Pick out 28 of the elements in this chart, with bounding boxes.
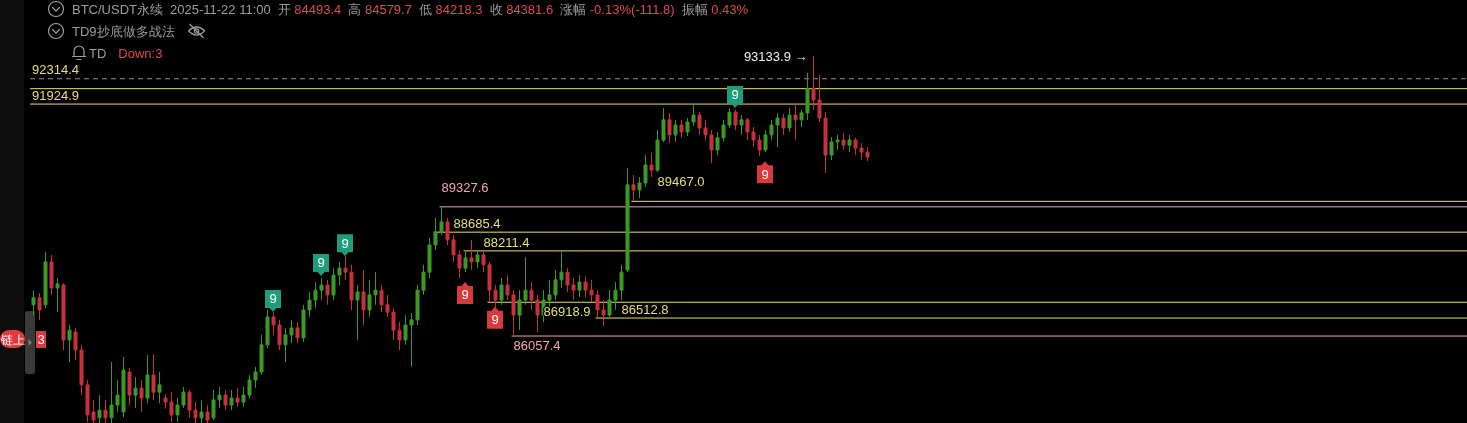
annotation: 88211.4 <box>483 234 530 250</box>
annotation: 86512.8 <box>621 302 669 318</box>
annotation: 89327.6 <box>441 179 489 195</box>
annotation: 9 <box>731 87 739 103</box>
annotation: 9 <box>269 291 277 307</box>
annotation: 9 <box>761 166 769 182</box>
chart-subtitle: TD9抄底做多战法 <box>72 23 175 39</box>
text: 振幅 0.43% <box>681 1 749 17</box>
annotation: TD <box>89 45 107 61</box>
text: 2025-11-22 11:00 <box>170 1 271 17</box>
annotation: 89467.0 <box>657 174 705 190</box>
annotation: 9 <box>461 287 469 303</box>
text: 低 84218.3 <box>418 1 483 17</box>
annotation: 91924.9 <box>32 88 79 104</box>
annotation: 88685.4 <box>453 216 501 232</box>
text: 收 84381.6 <box>489 1 554 17</box>
annotation: 86057.4 <box>513 338 561 354</box>
text: 开 84493.4 <box>277 1 342 17</box>
annotation: Down:3 <box>118 45 163 61</box>
text: 高 84579.7 <box>348 1 412 17</box>
annotation: 9 <box>491 312 499 328</box>
text: 涨幅 -0.13%(-111.8) <box>560 1 675 17</box>
annotation: 86918.9 <box>543 304 591 320</box>
annotation: 92314.4 <box>32 61 79 77</box>
annotation: 9 <box>341 235 349 251</box>
annotation: 9 <box>317 255 325 271</box>
annotation: 93133.9 → <box>743 48 808 64</box>
chart-title: BTC/USDT永续 <box>72 1 163 17</box>
